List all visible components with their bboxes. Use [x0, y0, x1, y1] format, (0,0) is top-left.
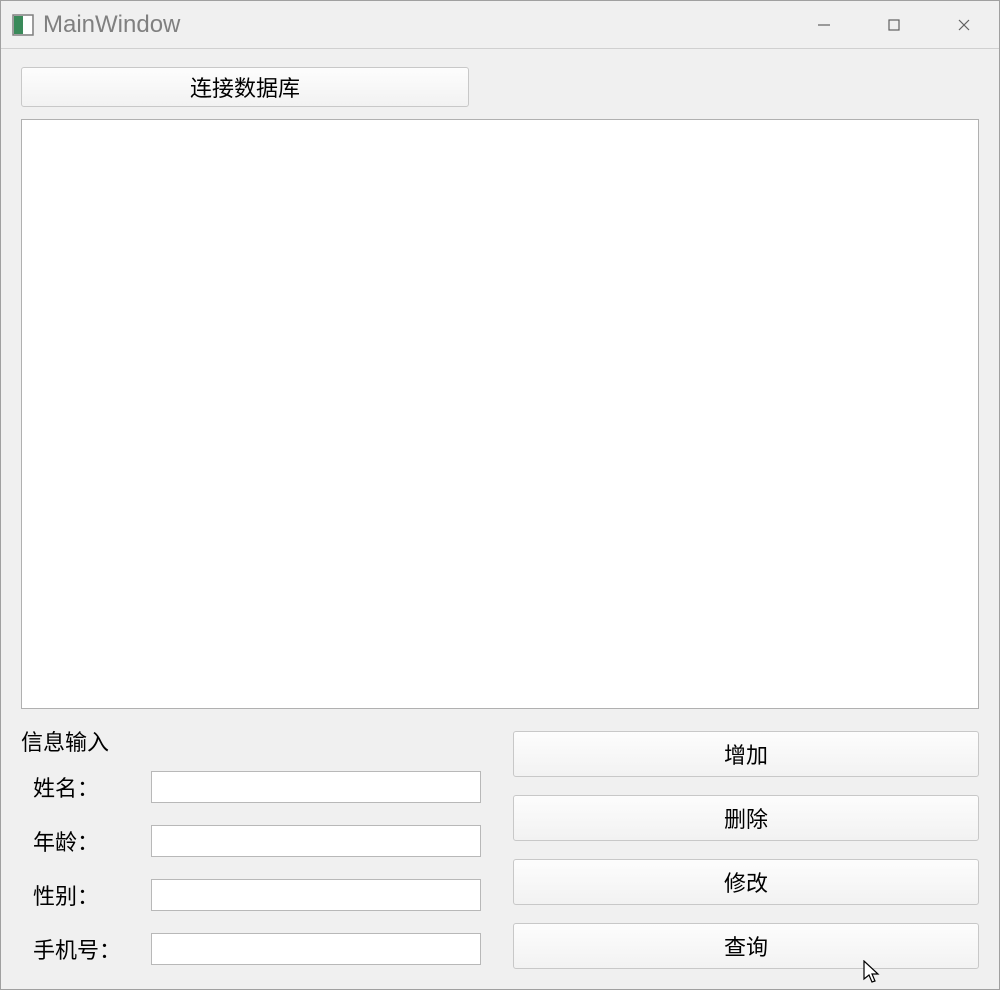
delete-button[interactable]: 删除 [513, 795, 979, 841]
phone-input[interactable] [151, 933, 481, 965]
gender-input[interactable] [151, 879, 481, 911]
window-controls [789, 1, 999, 48]
data-table-view[interactable] [21, 119, 979, 709]
maximize-button[interactable] [859, 1, 929, 48]
app-icon [11, 13, 35, 37]
bottom-section: 信息输入 姓名： 年龄： 性别： 手机号： [21, 725, 979, 969]
client-area: 连接数据库 信息输入 姓名： 年龄： 性别： 手机号： [1, 49, 999, 989]
name-input[interactable] [151, 771, 481, 803]
window-title: MainWindow [43, 11, 789, 39]
form-row-gender: 性别： [21, 879, 481, 911]
form-row-name: 姓名： [21, 771, 481, 803]
top-button-row: 连接数据库 [21, 67, 979, 107]
query-button[interactable]: 查询 [513, 923, 979, 969]
close-button[interactable] [929, 1, 999, 48]
form-section-title: 信息输入 [21, 725, 481, 757]
age-label: 年龄： [21, 825, 151, 857]
main-window: MainWindow 连接数据库 信息输入 姓名： [0, 0, 1000, 990]
add-button[interactable]: 增加 [513, 731, 979, 777]
update-button[interactable]: 修改 [513, 859, 979, 905]
phone-label: 手机号： [21, 933, 151, 965]
name-label: 姓名： [21, 771, 151, 803]
actions-section: 增加 删除 修改 查询 [513, 725, 979, 969]
minimize-button[interactable] [789, 1, 859, 48]
form-section: 信息输入 姓名： 年龄： 性别： 手机号： [21, 725, 481, 969]
form-row-phone: 手机号： [21, 933, 481, 965]
gender-label: 性别： [21, 879, 151, 911]
titlebar[interactable]: MainWindow [1, 1, 999, 49]
form-row-age: 年龄： [21, 825, 481, 857]
age-input[interactable] [151, 825, 481, 857]
connect-db-button[interactable]: 连接数据库 [21, 67, 469, 107]
